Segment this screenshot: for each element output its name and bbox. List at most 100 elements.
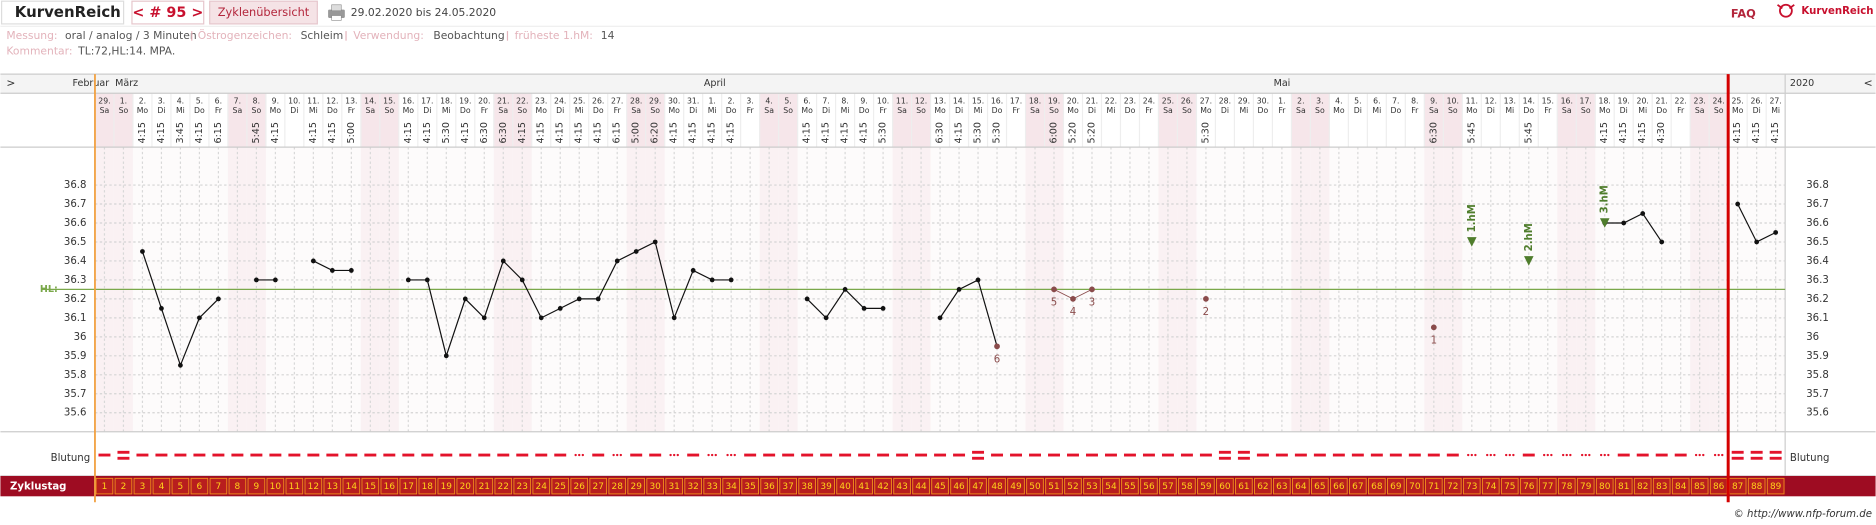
time-label: 4:15 [1732, 122, 1743, 143]
temperature-point [405, 277, 411, 283]
time-label: 4:15 [460, 122, 471, 143]
cycle-day-cell [1330, 477, 1348, 495]
date-label: 14. [953, 97, 965, 106]
bleeding-mark [1161, 453, 1174, 457]
cycle-day-label: 41 [858, 482, 869, 492]
cycle-nav[interactable]: < # 95 > [132, 5, 203, 21]
date-label: 25. [1731, 97, 1743, 106]
bleeding-mark [1408, 453, 1421, 457]
weekday-label: Mo [1200, 106, 1212, 115]
bleeding-mark [744, 453, 757, 457]
date-label: 24. [554, 97, 566, 106]
bleeding-mark [1522, 453, 1535, 457]
bleeding-mark [934, 453, 947, 457]
weekday-label: Do [1258, 106, 1269, 115]
cycle-day-label: 86 [1713, 482, 1725, 492]
cycle-day-label: 67 [1352, 482, 1363, 492]
weekday-label: Sa [498, 106, 508, 115]
weekend-shade [778, 93, 798, 148]
date-label: 4. [177, 97, 184, 106]
bleeding-dot [619, 453, 622, 457]
time-label: 6:30 [1428, 122, 1439, 143]
temperature-point [538, 315, 544, 321]
bleeding-dash [1104, 453, 1117, 457]
cycle-day-cell [570, 477, 589, 495]
bleeding-mark [839, 453, 852, 457]
cycle-day-label: 58 [1181, 482, 1193, 492]
date-label: 14. [364, 97, 376, 106]
cycle-day-label: 64 [1295, 482, 1307, 492]
bleeding-mark [612, 453, 622, 457]
time-label: 4:15 [859, 122, 870, 143]
cycle-day-cell [114, 477, 133, 495]
weekend-shade [512, 93, 532, 148]
bleeding-dash [1237, 456, 1250, 460]
weekday-label: Fr [1411, 106, 1419, 115]
weekday-label: Mi [176, 106, 185, 115]
weekday-label: Fr [1145, 106, 1153, 115]
time-label: 5:30 [992, 122, 1003, 143]
nav-next[interactable]: < [1864, 77, 1873, 90]
cycle-day-label: 18 [422, 482, 434, 492]
weekend-shade [1576, 93, 1596, 148]
weekend-shade [493, 93, 513, 148]
bleeding-mark [98, 453, 111, 457]
low-count-label: 5 [1051, 298, 1057, 309]
bleeding-dot [1486, 453, 1489, 457]
cycle-day-label: 76 [1523, 482, 1535, 492]
bleeding-dash [649, 453, 662, 457]
date-label: 26. [1750, 97, 1762, 106]
weekday-label: Do [1390, 106, 1401, 115]
temperature-point [1430, 324, 1437, 331]
time-label: 3:45 [175, 122, 186, 143]
cycle-day-cell [1614, 477, 1633, 495]
bleeding-mark [1351, 453, 1364, 457]
cycle-day-cell [209, 477, 228, 495]
faq[interactable]: FAQ [1731, 6, 1756, 20]
cycle-day-cell [1121, 477, 1139, 495]
nav-prev[interactable]: > [6, 77, 15, 90]
bleeding-dash [934, 453, 947, 457]
date-label: 10. [877, 97, 889, 106]
date-label: 13. [934, 97, 946, 106]
bleeding-dash [1427, 453, 1440, 457]
cycle-day-cell [1652, 477, 1671, 495]
weekend-shade [1690, 93, 1710, 148]
weekday-label: Sa [1163, 106, 1173, 115]
date-label: 13. [1504, 97, 1516, 106]
cycle-day-label: 88 [1751, 482, 1763, 492]
bleeding-dash [972, 450, 985, 454]
date-label: 15. [972, 97, 984, 106]
bleeding-dot [1588, 453, 1591, 457]
bleeding-mark [877, 453, 890, 457]
nav-box[interactable] [131, 0, 205, 25]
bleeding-mark [1142, 453, 1155, 457]
bleeding-dot [1721, 453, 1724, 457]
date-label: 20. [478, 97, 490, 106]
bleeding-dash [1275, 453, 1288, 457]
bleeding-mark [117, 450, 130, 460]
print-icon[interactable] [328, 4, 345, 21]
bleeding-dash [782, 453, 795, 457]
temperature-point [652, 239, 658, 245]
bleeding-dot [733, 453, 736, 457]
temperature-point [804, 296, 810, 302]
logo-icon [1776, 3, 1795, 18]
cycle-day-cell [1007, 477, 1025, 495]
tab[interactable] [209, 0, 318, 25]
bleeding-mark [953, 453, 966, 457]
month-label: April [704, 78, 726, 89]
bleeding-mark [269, 453, 282, 457]
bleeding-mark [669, 453, 679, 457]
cycle-day-cell [684, 477, 703, 495]
cycle-day-cell [1538, 477, 1557, 495]
weekday-label: Fr [1012, 106, 1020, 115]
bleeding-mark [1505, 453, 1515, 457]
y-tick-label: 35.8 [1806, 370, 1829, 381]
bleeding-dot [1512, 453, 1515, 457]
bleeding-dash [1351, 453, 1364, 457]
tab-label[interactable]: Zyklenübersicht [218, 5, 310, 19]
bleeding-dot [1603, 453, 1606, 457]
bleeding-mark [212, 453, 225, 457]
cycle-day-cell [1557, 477, 1576, 495]
